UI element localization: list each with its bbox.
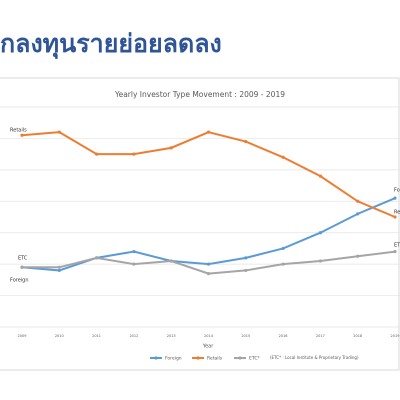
x-tick-label: 2015	[241, 334, 250, 338]
point	[356, 254, 360, 258]
chart-title: Yearly Investor Type Movement : 2009 - 2…	[114, 90, 285, 99]
point	[57, 265, 61, 269]
point	[57, 130, 61, 134]
legend-swatch	[238, 356, 242, 360]
x-tick-label: 2019	[391, 334, 400, 338]
slide-title: กลงทุนรายย่อยลดลง	[0, 29, 222, 60]
legend-label: Foreign	[165, 356, 182, 362]
line-label: ETC	[394, 243, 400, 249]
x-tick-label: 2017	[316, 334, 325, 338]
point	[206, 262, 211, 266]
point	[318, 174, 322, 178]
point	[244, 256, 248, 260]
legend-swatch	[196, 356, 200, 360]
x-tick-label: 2013	[167, 334, 176, 338]
line-label: Foreign	[394, 188, 400, 194]
legend-swatch	[154, 356, 158, 360]
point	[244, 268, 248, 273]
line-label: ETC	[18, 256, 28, 262]
line-label: Foreign	[10, 278, 29, 284]
point	[169, 146, 173, 150]
point	[393, 196, 397, 200]
legend-note: (ETC* : Local Institute & Proprietary Tr…	[270, 355, 359, 360]
line-label: Retails	[10, 128, 27, 134]
point	[132, 249, 136, 254]
point	[281, 246, 285, 251]
legend-label: Retails	[207, 356, 223, 362]
x-tick-label: 2014	[204, 334, 214, 338]
point	[356, 212, 360, 216]
point	[20, 133, 24, 137]
x-tick-label: 2010	[55, 334, 64, 338]
x-tick-label: 2016	[279, 334, 288, 338]
point	[318, 259, 322, 263]
x-tick-label: 2012	[129, 334, 138, 338]
point	[356, 199, 360, 203]
point	[132, 262, 136, 266]
point	[57, 268, 61, 273]
point	[169, 259, 173, 263]
point	[393, 249, 397, 254]
line-label: Retails	[394, 210, 400, 216]
point	[393, 215, 397, 219]
x-tick-label: 2009	[18, 334, 27, 338]
point	[132, 152, 136, 156]
x-tick-label: 2018	[353, 334, 362, 338]
point	[318, 231, 322, 235]
x-tick-label: 2011	[92, 334, 101, 338]
point	[281, 155, 285, 159]
chart-frame	[0, 77, 400, 371]
point	[95, 152, 99, 156]
point	[281, 262, 285, 266]
point	[95, 256, 99, 260]
legend-label: ETC*	[249, 356, 260, 362]
point	[244, 139, 248, 144]
x-axis-label: Year	[202, 344, 215, 350]
point	[206, 271, 211, 276]
point	[20, 265, 24, 269]
point	[206, 130, 211, 134]
